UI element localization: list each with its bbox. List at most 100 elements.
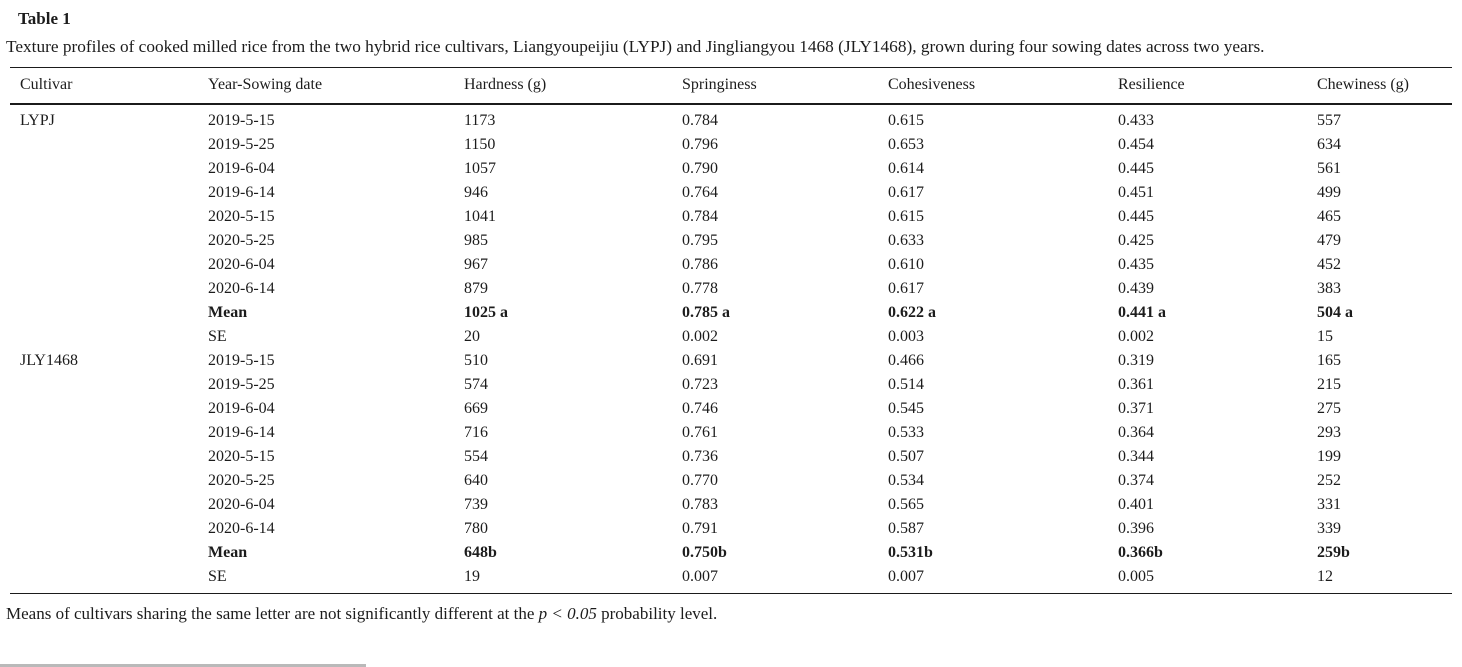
table-cell: 2019-6-04 bbox=[208, 160, 275, 177]
table-cell: 561 bbox=[1317, 160, 1341, 177]
table-cell: 0.425 bbox=[1118, 232, 1154, 249]
table-cell bbox=[10, 493, 208, 517]
table-cell: 252 bbox=[1317, 472, 1341, 489]
table-cell: 0.785 a bbox=[682, 304, 730, 321]
table-cell: 574 bbox=[464, 376, 488, 393]
table-row: 2020-6-04 967 0.786 0.610 0.435 452 bbox=[10, 253, 1452, 277]
table-cell: 2019-5-25 bbox=[208, 376, 275, 393]
table-cell: 0.361 bbox=[1118, 376, 1154, 393]
table-cell bbox=[10, 181, 208, 205]
table-cell: 1173 bbox=[464, 112, 496, 129]
table-cell: 0.439 bbox=[1118, 280, 1154, 297]
table-cell bbox=[10, 469, 208, 493]
table-cell: 0.786 bbox=[682, 256, 718, 273]
table-cell: 259b bbox=[1317, 544, 1350, 561]
column-header-cohesiveness: Cohesiveness bbox=[888, 67, 1118, 105]
table-cell: 0.507 bbox=[888, 448, 924, 465]
column-header-springiness: Springiness bbox=[682, 67, 888, 105]
table-caption: Texture profiles of cooked milled rice f… bbox=[6, 37, 1265, 56]
table-cell: 0.764 bbox=[682, 184, 718, 201]
table-cell: 0.445 bbox=[1118, 208, 1154, 225]
column-header-chewiness: Chewiness (g) bbox=[1317, 67, 1452, 105]
paper-page: Table 1 Texture profiles of cooked mille… bbox=[0, 8, 1462, 667]
table-cell: 2019-5-25 bbox=[208, 136, 275, 153]
column-header-cultivar: Cultivar bbox=[10, 67, 208, 105]
table-row: 2020-5-15 1041 0.784 0.615 0.445 465 bbox=[10, 205, 1452, 229]
table-cell: 0.770 bbox=[682, 472, 718, 489]
table-cell bbox=[10, 325, 208, 349]
table-cell: 0.723 bbox=[682, 376, 718, 393]
table-cell: 557 bbox=[1317, 112, 1341, 129]
footnote-p-value: p < 0.05 bbox=[538, 604, 597, 623]
table-cell: 20 bbox=[464, 328, 480, 345]
table-cell: 339 bbox=[1317, 520, 1341, 537]
table-cell: 0.435 bbox=[1118, 256, 1154, 273]
table-cell bbox=[10, 517, 208, 541]
table-cell: 0.545 bbox=[888, 400, 924, 417]
table-cell bbox=[10, 541, 208, 565]
table-cell: 0.374 bbox=[1118, 472, 1154, 489]
table-row: SE 20 0.002 0.003 0.002 15 bbox=[10, 325, 1452, 349]
table-cell: 0.005 bbox=[1118, 568, 1154, 585]
table-cell: 0.454 bbox=[1118, 136, 1154, 153]
table-cell: 0.750b bbox=[682, 544, 727, 561]
table-row: 2020-5-15 554 0.736 0.507 0.344 199 bbox=[10, 445, 1452, 469]
table-cell: 215 bbox=[1317, 376, 1341, 393]
table-body: LYPJ 2019-5-15 1173 0.784 0.615 0.433 557 2019-… bbox=[10, 104, 1452, 594]
table-cell: 383 bbox=[1317, 280, 1341, 297]
table-cell: SE bbox=[208, 568, 227, 585]
table-cell: 0.401 bbox=[1118, 496, 1154, 513]
table-cell: 0.691 bbox=[682, 352, 718, 369]
table-cell: 640 bbox=[464, 472, 488, 489]
table-cell: 0.565 bbox=[888, 496, 924, 513]
table-cell: 2019-5-15 bbox=[208, 352, 275, 369]
table-cell: 0.396 bbox=[1118, 520, 1154, 537]
table-cell: 0.534 bbox=[888, 472, 924, 489]
table-cell: 0.371 bbox=[1118, 400, 1154, 417]
table-cell: 739 bbox=[464, 496, 488, 513]
table-cell: 0.615 bbox=[888, 208, 924, 225]
table-row: JLY1468 2019-5-15 510 0.691 0.466 0.319 165 bbox=[10, 349, 1452, 373]
table-cell: 452 bbox=[1317, 256, 1341, 273]
table-row: 2019-6-04 669 0.746 0.545 0.371 275 bbox=[10, 397, 1452, 421]
table-cell: 19 bbox=[464, 568, 480, 585]
table-row: 2020-6-14 879 0.778 0.617 0.439 383 bbox=[10, 277, 1452, 301]
table-cell: 12 bbox=[1317, 568, 1333, 585]
table-cell: 510 bbox=[464, 352, 488, 369]
table-cell: 0.761 bbox=[682, 424, 718, 441]
table-cell: 716 bbox=[464, 424, 488, 441]
table-cell: 0.784 bbox=[682, 112, 718, 129]
table-cell bbox=[10, 421, 208, 445]
table-row: 2019-6-04 1057 0.790 0.614 0.445 561 bbox=[10, 157, 1452, 181]
table-cell: 0.790 bbox=[682, 160, 718, 177]
table-cell: 2020-6-14 bbox=[208, 520, 275, 537]
table-cell: 0.002 bbox=[1118, 328, 1154, 345]
table-cell: JLY1468 bbox=[20, 352, 78, 369]
table-cell: 479 bbox=[1317, 232, 1341, 249]
table-cell: 331 bbox=[1317, 496, 1341, 513]
table-cell bbox=[10, 253, 208, 277]
table-row: Mean 648b 0.750b 0.531b 0.366b 259b bbox=[10, 541, 1452, 565]
table-cell: 2020-6-14 bbox=[208, 280, 275, 297]
table-cell: 0.007 bbox=[888, 568, 924, 585]
table-cell: Mean bbox=[208, 544, 248, 561]
table-cell: 2019-5-15 bbox=[208, 112, 275, 129]
table-cell: 0.441 a bbox=[1118, 304, 1166, 321]
table-cell: 0.587 bbox=[888, 520, 924, 537]
table-cell: 0.344 bbox=[1118, 448, 1154, 465]
table-cell: 0.466 bbox=[888, 352, 924, 369]
table-row: Mean 1025 a 0.785 a 0.622 a 0.441 a 504 a bbox=[10, 301, 1452, 325]
table-cell: 2020-6-04 bbox=[208, 496, 275, 513]
table-cell: 504 a bbox=[1317, 304, 1353, 321]
table-cell: 0.445 bbox=[1118, 160, 1154, 177]
table-cell bbox=[10, 205, 208, 229]
column-header-hardness: Hardness (g) bbox=[464, 67, 682, 105]
footnote-text-before: Means of cultivars sharing the same lett… bbox=[6, 604, 539, 623]
table-cell: SE bbox=[208, 328, 227, 345]
table-cell: 0.617 bbox=[888, 184, 924, 201]
table-cell: 2019-6-14 bbox=[208, 184, 275, 201]
table-cell: 2020-5-15 bbox=[208, 448, 275, 465]
table-cell: 780 bbox=[464, 520, 488, 537]
table-cell: 0.003 bbox=[888, 328, 924, 345]
table-cell: 0.784 bbox=[682, 208, 718, 225]
